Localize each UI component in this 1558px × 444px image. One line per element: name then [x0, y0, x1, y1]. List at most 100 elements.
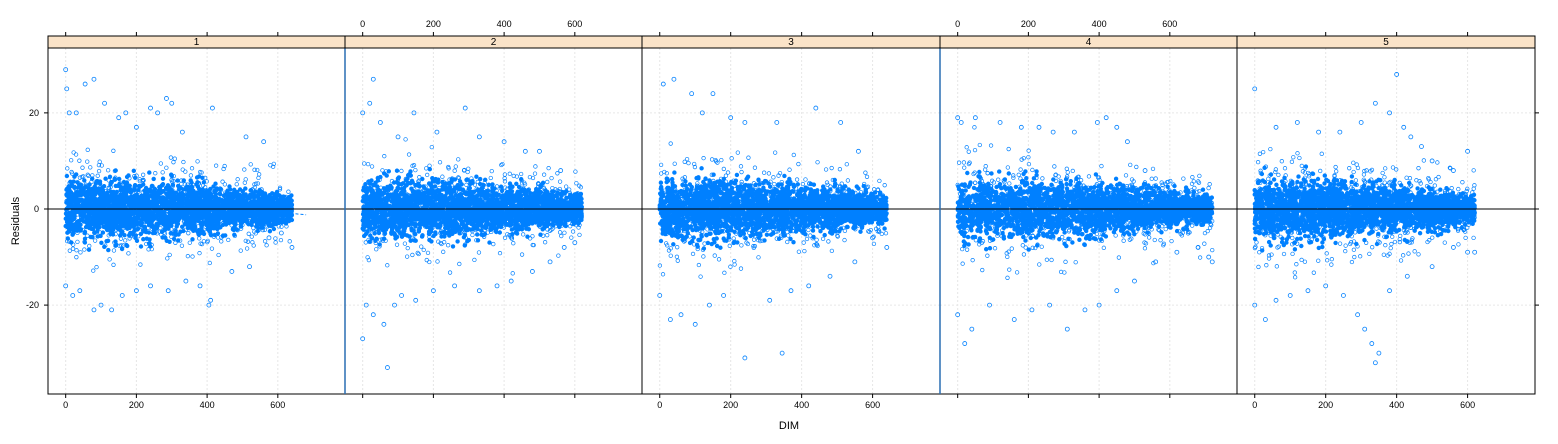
data-point: [144, 236, 150, 241]
data-point: [102, 100, 107, 106]
data-point: [183, 278, 189, 284]
data-point: [220, 179, 225, 184]
data-point: [65, 224, 70, 230]
data-point: [164, 96, 169, 101]
data-point: [71, 179, 76, 184]
data-point: [108, 229, 113, 234]
data-point: [238, 248, 243, 253]
data-point: [255, 228, 260, 234]
data-point: [178, 191, 183, 196]
data-point: [186, 231, 191, 236]
data-point: [74, 255, 79, 260]
data-point: [86, 173, 91, 178]
data-point: [104, 227, 110, 233]
data-point: [107, 257, 112, 262]
data-point: [187, 240, 192, 245]
data-point: [111, 148, 116, 153]
data-point: [256, 172, 262, 177]
data-point: [278, 237, 284, 243]
data-point: [279, 224, 284, 229]
data-point: [223, 214, 228, 219]
data-point: [289, 245, 295, 250]
data-point: [141, 237, 146, 242]
data-point: [71, 150, 76, 155]
data-point: [94, 264, 99, 270]
data-point: [158, 161, 164, 166]
data-point: [255, 167, 260, 173]
data-point: [251, 225, 256, 231]
data-point: [72, 222, 77, 227]
data-point: [244, 246, 250, 251]
data-point: [86, 247, 92, 252]
data-point: [113, 183, 119, 189]
data-point: [474, 174, 479, 179]
data-point: [226, 237, 231, 243]
data-point: [123, 238, 128, 243]
data-point: [95, 173, 100, 178]
data-point: [234, 182, 239, 187]
data-point: [88, 165, 93, 170]
data-point: [173, 240, 178, 245]
data-point: [82, 247, 87, 252]
data-point: [197, 236, 202, 241]
data-point: [278, 230, 284, 236]
data-point: [116, 176, 122, 182]
data-point: [151, 176, 156, 182]
data-point: [194, 175, 200, 180]
data-point: [87, 243, 92, 249]
data-point: [175, 178, 180, 183]
data-point: [261, 139, 267, 145]
data-point: [218, 225, 223, 230]
data-point: [249, 234, 254, 239]
data-point: [408, 169, 413, 174]
data-point: [247, 264, 252, 270]
data-point: [148, 105, 153, 111]
data-point: [197, 283, 203, 289]
data-point: [243, 177, 248, 182]
data-point: [165, 256, 170, 261]
data-point: [271, 226, 277, 232]
data-point: [85, 147, 90, 152]
data-point: [185, 198, 191, 203]
data-point: [92, 186, 97, 191]
data-point: [91, 307, 97, 313]
data-point: [289, 202, 295, 207]
data-point: [185, 254, 191, 259]
data-point: [145, 202, 151, 207]
data-point: [105, 168, 111, 173]
data-point: [179, 243, 185, 248]
data-point: [124, 243, 130, 249]
data-point: [246, 213, 252, 219]
data-point: [251, 243, 256, 248]
data-point: [95, 226, 101, 231]
data-point: [92, 238, 98, 243]
data-point: [80, 202, 85, 207]
data-point: [246, 231, 251, 236]
data-point: [243, 186, 248, 191]
data-point: [212, 190, 217, 195]
data-point: [209, 216, 214, 222]
data-point: [73, 172, 79, 177]
data-point: [147, 170, 152, 175]
data-point: [108, 189, 114, 194]
data-point: [111, 262, 116, 267]
data-point: [189, 166, 195, 171]
data-point: [85, 233, 90, 238]
data-point: [164, 165, 169, 170]
data-point: [90, 226, 96, 232]
data-point: [172, 156, 177, 161]
data-point: [134, 238, 140, 244]
data-point: [113, 239, 118, 244]
data-point: [111, 248, 117, 253]
points-layer: [63, 67, 1478, 370]
data-point: [399, 234, 405, 239]
data-point: [78, 222, 83, 227]
data-point: [146, 230, 152, 235]
data-point: [85, 159, 90, 164]
data-point: [109, 307, 115, 313]
data-point: [213, 181, 218, 186]
data-point: [78, 250, 83, 255]
data-point: [153, 171, 158, 176]
data-point: [208, 297, 214, 303]
data-point: [176, 187, 182, 192]
